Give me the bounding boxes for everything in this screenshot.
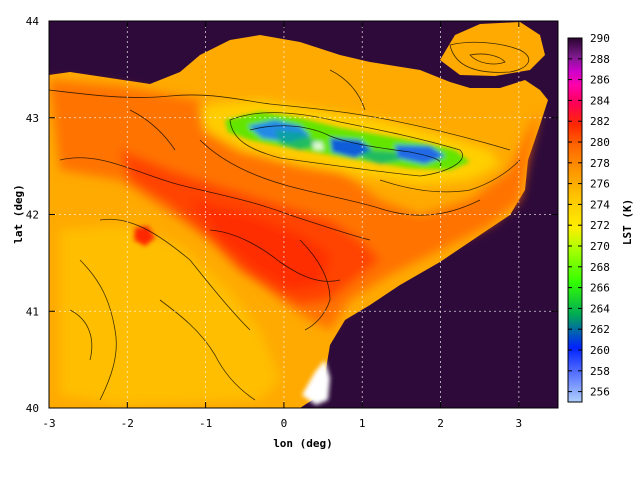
colorbar-tick-label: 282 bbox=[590, 115, 610, 128]
colorbar-tick-label: 290 bbox=[590, 32, 610, 45]
colorbar-title: LST (K) bbox=[621, 199, 634, 245]
pyrenees-cold-peaks-center bbox=[330, 138, 372, 158]
colorbar-tick-label: 264 bbox=[590, 302, 610, 315]
colorbar-tick-label: 286 bbox=[590, 74, 610, 87]
colorbar-tick-label: 266 bbox=[590, 282, 610, 295]
colorbar-tick-label: 278 bbox=[590, 157, 610, 170]
x-axis: -3 -2 -1 0 1 2 3 bbox=[42, 21, 522, 430]
colorbar-tick-label: 284 bbox=[590, 94, 610, 107]
x-tick-label: -3 bbox=[42, 417, 55, 430]
x-tick-label: 3 bbox=[516, 417, 523, 430]
colorbar-tick-label: 280 bbox=[590, 136, 610, 149]
colorbar-tick-label: 272 bbox=[590, 219, 610, 232]
colorbar-tick-label: 262 bbox=[590, 323, 610, 336]
colorbar bbox=[567, 37, 583, 403]
heatmap-field bbox=[49, 21, 558, 408]
colorbar-tick-label: 268 bbox=[590, 261, 610, 274]
colorbar-tick-label: 270 bbox=[590, 240, 610, 253]
y-tick-label: 42 bbox=[26, 209, 39, 222]
colorbar-tick-label: 260 bbox=[590, 344, 610, 357]
y-axis: 40 41 42 43 44 bbox=[26, 15, 558, 415]
x-tick-label: 1 bbox=[359, 417, 366, 430]
white-peak-patch bbox=[312, 142, 324, 150]
y-axis-title: lat (deg) bbox=[12, 184, 25, 244]
white-nodata-patch bbox=[302, 360, 330, 405]
y-tick-label: 41 bbox=[26, 305, 39, 318]
y-tick-label: 43 bbox=[26, 112, 39, 125]
coastal-warm-zone bbox=[49, 80, 540, 330]
colorbar-tick-label: 256 bbox=[590, 386, 610, 399]
pyrenees-teal-patches bbox=[275, 130, 400, 164]
colorbar-tick-label: 276 bbox=[590, 178, 610, 191]
y-tick-label: 40 bbox=[26, 402, 39, 415]
x-tick-label: 0 bbox=[281, 417, 288, 430]
y-tick-label: 44 bbox=[26, 15, 40, 28]
colorbar-tick-label: 288 bbox=[590, 53, 610, 66]
ebro-valley-core bbox=[190, 200, 330, 290]
colorbar-tick-label: 258 bbox=[590, 365, 610, 378]
colorbar-ticks: 256 258 260 262 264 266 268 270 272 274 276 278 280 2… bbox=[568, 32, 610, 399]
x-tick-label: 2 bbox=[437, 417, 444, 430]
x-tick-label: -2 bbox=[121, 417, 134, 430]
x-tick-label: -1 bbox=[199, 417, 212, 430]
colorbar-tick-label: 274 bbox=[590, 198, 610, 211]
x-axis-title: lon (deg) bbox=[273, 437, 333, 450]
